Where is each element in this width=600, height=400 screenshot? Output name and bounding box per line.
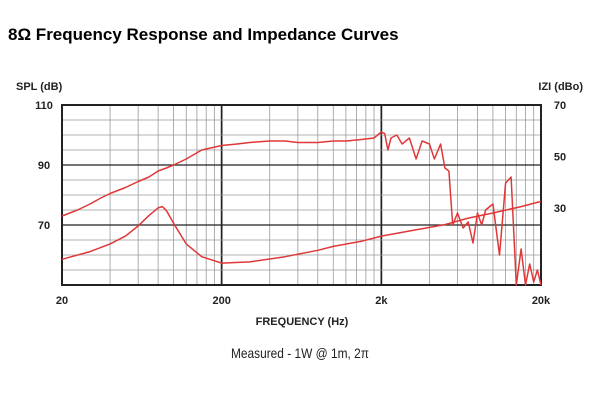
y-left-tick-label: 90 [38, 160, 50, 172]
y-right-tick-label: 30 [554, 203, 566, 215]
y-right-tick-label: 70 [554, 100, 566, 112]
plot-frame [61, 104, 542, 286]
chart-caption: Measured - 1W @ 1m, 2π [230, 345, 370, 361]
y-right-tick-label: 50 [554, 151, 566, 163]
x-tick-label: 200 [212, 295, 230, 307]
tick-labels: 20 200 2k 20k 110 90 70 70 50 30 [35, 100, 566, 307]
chart-title: 8Ω Frequency Response and Impedance Curv… [8, 25, 399, 44]
y-right-axis-label: IZI (dBo) [538, 81, 583, 93]
x-tick-label: 2k [375, 295, 388, 307]
grid-lines [61, 104, 542, 286]
y-left-axis-label: SPL (dB) [16, 81, 63, 93]
impedance-curve [61, 200, 542, 264]
x-tick-label: 20 [56, 295, 68, 307]
spl-curve [61, 131, 542, 286]
x-tick-label: 20k [532, 295, 551, 307]
y-left-tick-label: 70 [38, 220, 50, 232]
y-left-tick-label: 110 [35, 100, 53, 112]
x-axis-label: FREQUENCY (Hz) [256, 316, 349, 328]
series-lines [61, 131, 542, 286]
